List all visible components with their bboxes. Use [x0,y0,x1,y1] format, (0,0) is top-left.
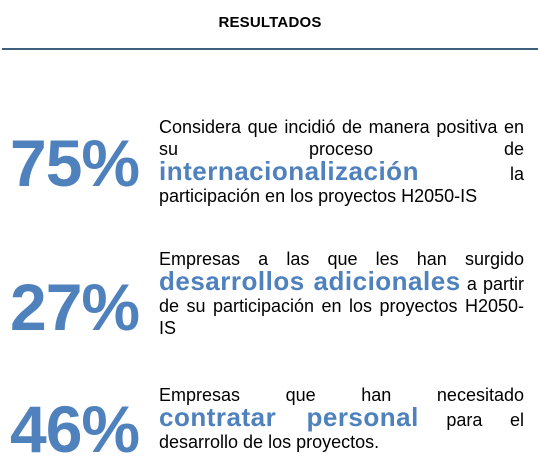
header-divider [2,48,538,50]
stat-text-before: Considera que incidió de manera positiva… [159,117,524,159]
stat-description: Empresas que han necesitado contratar pe… [159,384,524,453]
stat-value: 27% [10,270,140,344]
stat-value: 46% [10,392,140,466]
stat-text-after: para el desarrollo de los proyectos. [159,410,524,452]
stat-text-before: Empresas a las que les han surgido [159,249,524,269]
stat-highlight: internacionalización [159,156,419,186]
stat-description: Empresas a las que les han surgido desar… [159,248,524,339]
stat-text-after: la participación en los proyectos H2050-… [159,164,524,206]
stat-value: 75% [10,126,140,200]
stat-description: Considera que incidió de manera positiva… [159,116,524,207]
stat-text-after: a partir de su participación en los proy… [159,274,524,338]
stat-text-before: Empresas que han necesitado [159,385,524,405]
stat-highlight: contratar personal [159,402,419,432]
stat-highlight: desarrollos adicionales [159,266,461,296]
page-title: RESULTADOS [218,14,322,31]
